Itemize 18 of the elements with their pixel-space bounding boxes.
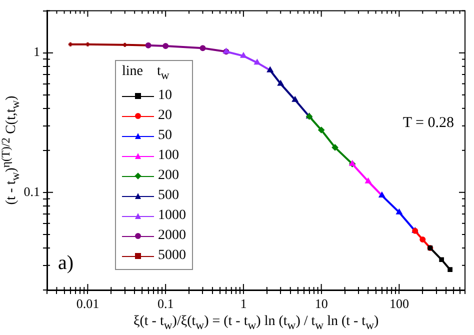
- annotation: T = 0.28: [402, 115, 454, 132]
- legend-label: 50: [158, 128, 172, 144]
- text: ξ(t - t$_{w}$)/ξ(t$_{w}$) = (t - t$_{w}$) ln (t$_{w}$) / t$_{w}$ ln (t - t$_{w}$): [134, 314, 379, 332]
- legend-label: 100: [158, 148, 179, 164]
- annotation: a): [58, 252, 74, 275]
- legend-label: 2000: [158, 228, 186, 244]
- x-tick-label: 10: [314, 296, 328, 312]
- legend-label: 5000: [158, 248, 186, 264]
- x-tick-label: 100: [389, 296, 409, 312]
- legend-label: 1000: [158, 208, 186, 224]
- x-tick-label: 0.1: [157, 296, 174, 312]
- legend-label: 500: [158, 188, 179, 204]
- legend-label: 200: [158, 168, 179, 184]
- legend-title: line t$_{w}$: [122, 64, 170, 84]
- x-tick-label: 1: [240, 296, 247, 312]
- legend-label: 10: [158, 88, 172, 104]
- x-tick-label: 0.01: [76, 296, 100, 312]
- legend-label: 20: [158, 108, 172, 124]
